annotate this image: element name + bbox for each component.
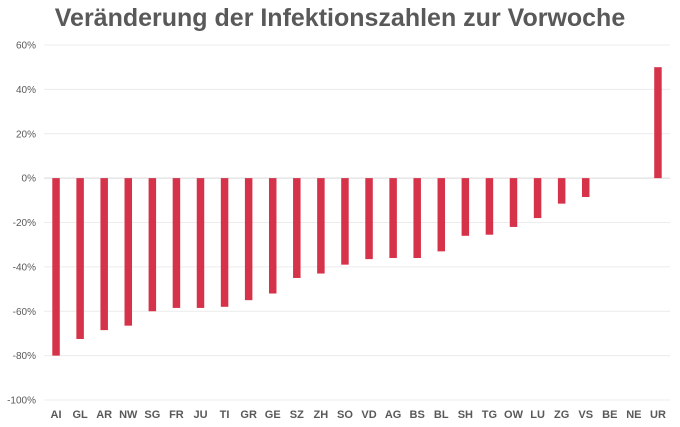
y-tick-label: -80% xyxy=(13,351,36,362)
x-axis-category-labels: AI GL AR NW SG FR JU TI GR GE SZ ZH SO VD AG BS BL SH TG OW… xyxy=(51,409,666,421)
x-category-label: BL xyxy=(434,409,449,421)
x-category-label: GL xyxy=(72,409,88,421)
bar-lu xyxy=(533,178,542,219)
x-category-label: UR xyxy=(650,409,666,421)
bar-ow xyxy=(509,178,518,227)
bar-zg xyxy=(557,178,566,204)
x-category-label: OW xyxy=(504,409,524,421)
bar-fr xyxy=(172,178,181,308)
bar-gl xyxy=(76,178,84,339)
bar-sh xyxy=(461,178,470,236)
gridlines xyxy=(44,44,670,401)
bar-tg xyxy=(485,178,494,235)
x-category-label: TI xyxy=(220,409,230,421)
x-category-label: JU xyxy=(193,409,207,421)
bar-bl xyxy=(437,178,446,252)
bar-ag xyxy=(389,178,397,258)
x-category-label: FR xyxy=(169,409,184,421)
x-category-label: TG xyxy=(482,409,497,421)
x-category-label: LU xyxy=(530,409,545,421)
bar-ur xyxy=(654,67,662,179)
bar-sg xyxy=(148,178,157,312)
x-category-label: SO xyxy=(337,409,353,421)
x-category-label: GE xyxy=(265,409,281,421)
x-category-label: AG xyxy=(385,409,402,421)
bar-ge xyxy=(268,178,277,294)
x-category-label: GR xyxy=(240,409,257,421)
x-category-label: ZG xyxy=(554,409,569,421)
x-category-label: VS xyxy=(578,409,593,421)
x-category-label: SZ xyxy=(290,409,304,421)
x-category-label: NE xyxy=(626,409,641,421)
bar-vd xyxy=(365,178,373,260)
bar-bs xyxy=(413,178,421,258)
bar-ar xyxy=(100,178,108,331)
bar-ti xyxy=(220,178,229,307)
y-tick-label: 40% xyxy=(16,85,36,96)
x-category-label: AR xyxy=(96,409,112,421)
x-category-label: SH xyxy=(458,409,473,421)
bar-nw xyxy=(124,178,133,326)
bar-vs xyxy=(581,178,590,197)
y-tick-label: -60% xyxy=(13,307,36,318)
y-tick-label: 60% xyxy=(16,41,36,52)
bar-ju xyxy=(196,178,205,308)
y-tick-label: -20% xyxy=(13,218,36,229)
bar-sz xyxy=(293,178,301,278)
x-category-label: VD xyxy=(361,409,376,421)
chart-title: Veränderung der Infektionszahlen zur Vor… xyxy=(54,4,626,32)
bar-so xyxy=(341,178,349,265)
y-axis-tick-labels: 60% 40% 20% 0% -20% -40% -60% -80% -100% xyxy=(7,41,36,407)
y-tick-label: 20% xyxy=(16,129,36,140)
x-category-label: BE xyxy=(602,409,617,421)
y-tick-label: 0% xyxy=(22,174,37,185)
y-tick-label: -40% xyxy=(13,262,36,273)
x-category-label: SG xyxy=(144,409,160,421)
x-category-label: ZH xyxy=(314,409,329,421)
bar-ai xyxy=(52,178,60,356)
x-category-label: BS xyxy=(410,409,425,421)
bar-zh xyxy=(317,178,325,274)
x-category-label: NW xyxy=(119,409,138,421)
bars xyxy=(52,67,662,356)
x-category-label: AI xyxy=(51,409,62,421)
bar-gr xyxy=(244,178,253,301)
y-tick-label: -100% xyxy=(7,396,36,407)
